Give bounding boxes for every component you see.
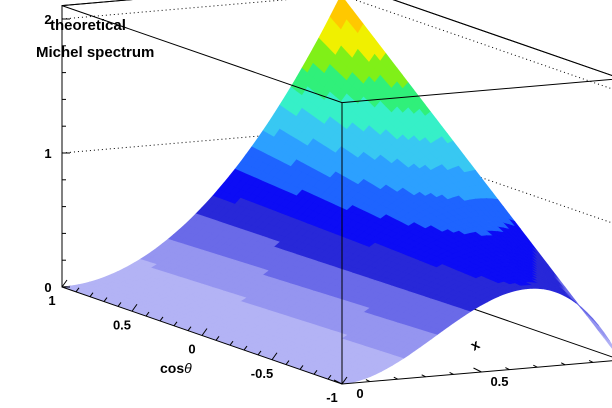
z-tick-label: 0 (44, 280, 51, 295)
x-minor-tick (421, 374, 426, 378)
cos-minor-tick (173, 321, 178, 327)
x-minor-tick (533, 364, 538, 368)
cos-minor-tick (229, 340, 234, 346)
cos-minor-tick (103, 297, 108, 302)
title-line-2: Michel spectrum (36, 44, 154, 61)
x-axis-label: x (468, 336, 483, 354)
y-axis-label: cosθ (160, 360, 192, 376)
x-minor-tick (588, 359, 594, 363)
cos-tick-label: 0.5 (113, 317, 131, 332)
cos-minor-tick (145, 311, 150, 317)
cos-minor-tick (215, 336, 220, 341)
cos-tick-label: -1 (326, 390, 338, 405)
surface (61, 0, 612, 385)
cos-minor-tick (75, 287, 80, 293)
cos-tick-label: -0.5 (251, 366, 273, 381)
x-minor-tick (505, 367, 510, 371)
x-minor-tick (560, 362, 566, 366)
cos-tick-mark (131, 303, 138, 312)
x-tick-label: 0.5 (490, 374, 508, 389)
cos-tick-label: 0 (188, 342, 195, 357)
x-minor-tick (449, 371, 454, 375)
cos-tick-mark (341, 376, 348, 385)
z-tick-label: 1 (44, 146, 51, 161)
z-tick-label: 2 (44, 12, 51, 27)
surface-cell (609, 343, 612, 348)
cos-minor-tick (159, 316, 164, 322)
cos-minor-tick (89, 292, 94, 298)
x-minor-tick (393, 376, 399, 380)
x-minor-tick (365, 379, 371, 383)
cos-minor-tick (313, 369, 318, 375)
cos-minor-tick (327, 374, 332, 380)
x-tick-mark (333, 379, 343, 385)
x-tick-label: 0 (356, 386, 363, 401)
cos-tick-mark (201, 328, 208, 336)
x-tick-mark (473, 367, 482, 373)
cos-minor-tick (117, 302, 122, 307)
cos-minor-tick (243, 345, 248, 351)
cos-tick-mark (271, 352, 278, 361)
top-box-outline (61, 0, 612, 287)
cos-minor-tick (187, 326, 192, 331)
cos-minor-tick (299, 365, 304, 370)
cos-tick-mark (61, 279, 68, 288)
cos-minor-tick (285, 360, 290, 365)
title-line-1: theoretical (50, 17, 126, 34)
cos-tick-label: 1 (48, 293, 55, 308)
cos-minor-tick (257, 350, 262, 356)
